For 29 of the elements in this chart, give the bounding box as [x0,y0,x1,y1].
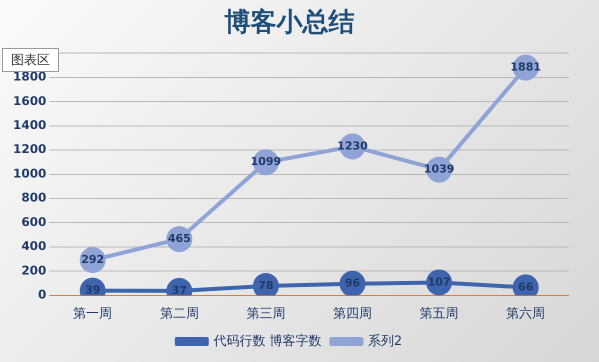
y-tick-label: 600 [21,214,46,229]
chart-title: 博客小总结 [224,7,354,38]
legend-label: 系列2 [368,334,402,349]
data-label: 96 [344,276,360,290]
annotation: 图表区 [11,53,50,68]
legend-label: 代码行数 博客字数 [212,332,322,349]
y-tick-label: 1800 [12,70,46,84]
y-tick-label: 1200 [12,142,46,156]
data-label: 107 [428,275,451,288]
x-tick-label: 第二周 [160,306,199,322]
data-label: 1230 [337,139,368,152]
y-tick-label: 200 [21,263,46,278]
data-label: 292 [81,252,104,266]
y-tick-label: 0 [38,288,46,302]
y-tick-label: 800 [21,190,46,205]
x-tick-label: 第六周 [506,306,546,322]
y-tick-label: 1600 [12,94,46,108]
y-tick-label: 1400 [12,118,46,132]
x-tick-label: 第四周 [333,306,372,322]
x-tick-label: 第一周 [73,306,112,322]
data-label: 66 [518,280,534,294]
x-tick-label: 第三周 [246,306,286,322]
y-tick-label: 400 [21,239,46,254]
data-label: 37 [172,284,187,297]
data-label: 465 [168,232,191,245]
data-label: 39 [85,284,100,297]
x-tick-label: 第五周 [420,306,459,322]
y-tick-label: 1000 [12,166,46,180]
data-label: 78 [258,278,274,292]
